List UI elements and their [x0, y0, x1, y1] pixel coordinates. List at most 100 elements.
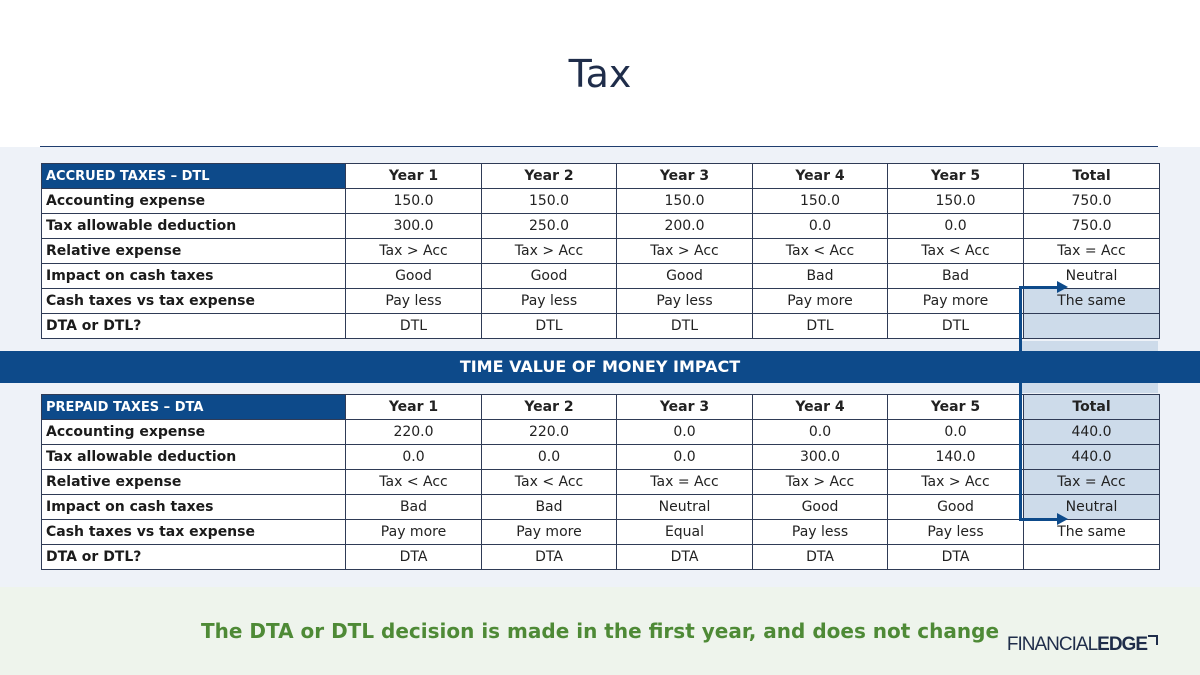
column-header: Year 5	[887, 163, 1024, 189]
row-label: Relative expense	[41, 238, 346, 264]
table-row: Impact on cash taxes Good Good Good Bad Bad Ne…	[41, 263, 1160, 289]
table-row: Relative expense Tax < Acc Tax < Acc Tax = …	[41, 469, 1160, 495]
table-cell: Neutral	[616, 494, 753, 520]
column-header: Year 4	[752, 394, 888, 420]
table-row: Accounting expense 150.0 150.0 150.0 150.0 15…	[41, 188, 1160, 214]
column-header: Year 3	[616, 394, 753, 420]
accrued-taxes-table: ACCRUED TAXES – DTL Year 1 Year 2 Year 3 Yea…	[41, 163, 1160, 339]
table-cell: Good	[752, 494, 888, 520]
table-cell: DTA	[345, 544, 482, 570]
table-cell: The same	[1023, 519, 1160, 545]
time-value-band: TIME VALUE OF MONEY IMPACT	[0, 351, 1200, 383]
table-cell: Equal	[616, 519, 753, 545]
table-cell: 200.0	[616, 213, 753, 239]
table-cell: 0.0	[481, 444, 617, 470]
logo-text: EDGE	[1097, 634, 1148, 655]
table-cell: Tax = Acc	[616, 469, 753, 495]
row-label: Tax allowable deduction	[41, 444, 346, 470]
table-cell: 0.0	[616, 444, 753, 470]
table-cell: Pay more	[345, 519, 482, 545]
table-cell	[1023, 313, 1160, 339]
table-cell: Neutral	[1023, 494, 1160, 520]
table-cell: Tax > Acc	[345, 238, 482, 264]
table-cell: Bad	[481, 494, 617, 520]
row-label: Impact on cash taxes	[41, 263, 346, 289]
table-cell: DTL	[752, 313, 888, 339]
table-cell: DTA	[752, 544, 888, 570]
footer-note: The DTA or DTL decision is made in the f…	[200, 619, 1000, 643]
table-cell: Pay less	[752, 519, 888, 545]
table-row: Cash taxes vs tax expense Pay more Pay mor…	[41, 519, 1160, 545]
table-cell: 150.0	[887, 188, 1024, 214]
table-cell: 150.0	[616, 188, 753, 214]
table-cell: 440.0	[1023, 419, 1160, 445]
section-header: ACCRUED TAXES – DTL	[41, 163, 346, 189]
table-cell: 300.0	[752, 444, 888, 470]
row-label: Cash taxes vs tax expense	[41, 519, 346, 545]
column-header: Total	[1023, 163, 1160, 189]
connector-line	[1019, 286, 1059, 289]
table-cell: Neutral	[1023, 263, 1160, 289]
column-header: Year 2	[481, 163, 617, 189]
table-cell: Pay more	[481, 519, 617, 545]
table-cell: 220.0	[481, 419, 617, 445]
row-label: DTA or DTL?	[41, 313, 346, 339]
table-header-row: ACCRUED TAXES – DTL Year 1 Year 2 Year 3 Yea…	[41, 163, 1160, 189]
table-cell: Tax = Acc	[1023, 469, 1160, 495]
table-header-row: PREPAID TAXES – DTA Year 1 Year 2 Year 3 Yea…	[41, 394, 1160, 420]
table-cell: DTA	[481, 544, 617, 570]
column-header: Year 2	[481, 394, 617, 420]
logo-text: FINANCIAL	[1006, 634, 1098, 655]
table-cell: Tax = Acc	[1023, 238, 1160, 264]
table-cell: 0.0	[752, 419, 888, 445]
table-row: Tax allowable deduction 0.0 0.0 0.0 300.0 140…	[41, 444, 1160, 470]
page-title: Tax	[568, 52, 632, 96]
table-cell: Pay more	[887, 288, 1024, 314]
table-cell: 0.0	[616, 419, 753, 445]
table-cell: 150.0	[481, 188, 617, 214]
footer-panel	[0, 587, 1200, 675]
table-cell: 0.0	[887, 213, 1024, 239]
table-cell: 140.0	[887, 444, 1024, 470]
table-row: Impact on cash taxes Bad Bad Neutral Good Goo…	[41, 494, 1160, 520]
table-cell: 750.0	[1023, 188, 1160, 214]
table-cell: Tax > Acc	[752, 469, 888, 495]
column-header: Year 3	[616, 163, 753, 189]
table-row: DTA or DTL? DTA DTA DTA DTA DTA	[41, 544, 1160, 570]
table-cell: Tax < Acc	[752, 238, 888, 264]
table-cell: 750.0	[1023, 213, 1160, 239]
table-cell: 150.0	[752, 188, 888, 214]
arrow-right-icon	[1057, 513, 1068, 525]
table-row: Tax allowable deduction 300.0 250.0 200.0 0.…	[41, 213, 1160, 239]
table-cell: 440.0	[1023, 444, 1160, 470]
table-cell: DTL	[887, 313, 1024, 339]
prepaid-taxes-table: PREPAID TAXES – DTA Year 1 Year 2 Year 3 Yea…	[41, 394, 1160, 570]
table-cell: Tax < Acc	[345, 469, 482, 495]
table-cell: Pay more	[752, 288, 888, 314]
column-header: Total	[1023, 394, 1160, 420]
total-highlight-bridge	[1022, 341, 1158, 351]
table-cell: Good	[887, 494, 1024, 520]
table-cell: DTL	[345, 313, 482, 339]
table-cell: The same	[1023, 288, 1160, 314]
table-row: DTA or DTL? DTL DTL DTL DTL DTL	[41, 313, 1160, 339]
column-header: Year 1	[345, 394, 482, 420]
table-cell: Tax < Acc	[887, 238, 1024, 264]
row-label: Relative expense	[41, 469, 346, 495]
table-cell: Tax > Acc	[887, 469, 1024, 495]
table-cell: 0.0	[887, 419, 1024, 445]
table-cell: Tax > Acc	[481, 238, 617, 264]
row-label: Accounting expense	[41, 419, 346, 445]
row-label: Accounting expense	[41, 188, 346, 214]
table-cell: DTL	[616, 313, 753, 339]
arrow-right-icon	[1057, 281, 1068, 293]
table-cell: 250.0	[481, 213, 617, 239]
table-cell: Good	[616, 263, 753, 289]
financial-edge-logo: FINANCIALEDGE	[1007, 634, 1158, 656]
title-divider	[40, 146, 1158, 147]
table-cell: DTA	[616, 544, 753, 570]
table-cell: Bad	[345, 494, 482, 520]
connector-line	[1019, 518, 1059, 521]
table-cell	[1023, 544, 1160, 570]
table-cell: Bad	[752, 263, 888, 289]
